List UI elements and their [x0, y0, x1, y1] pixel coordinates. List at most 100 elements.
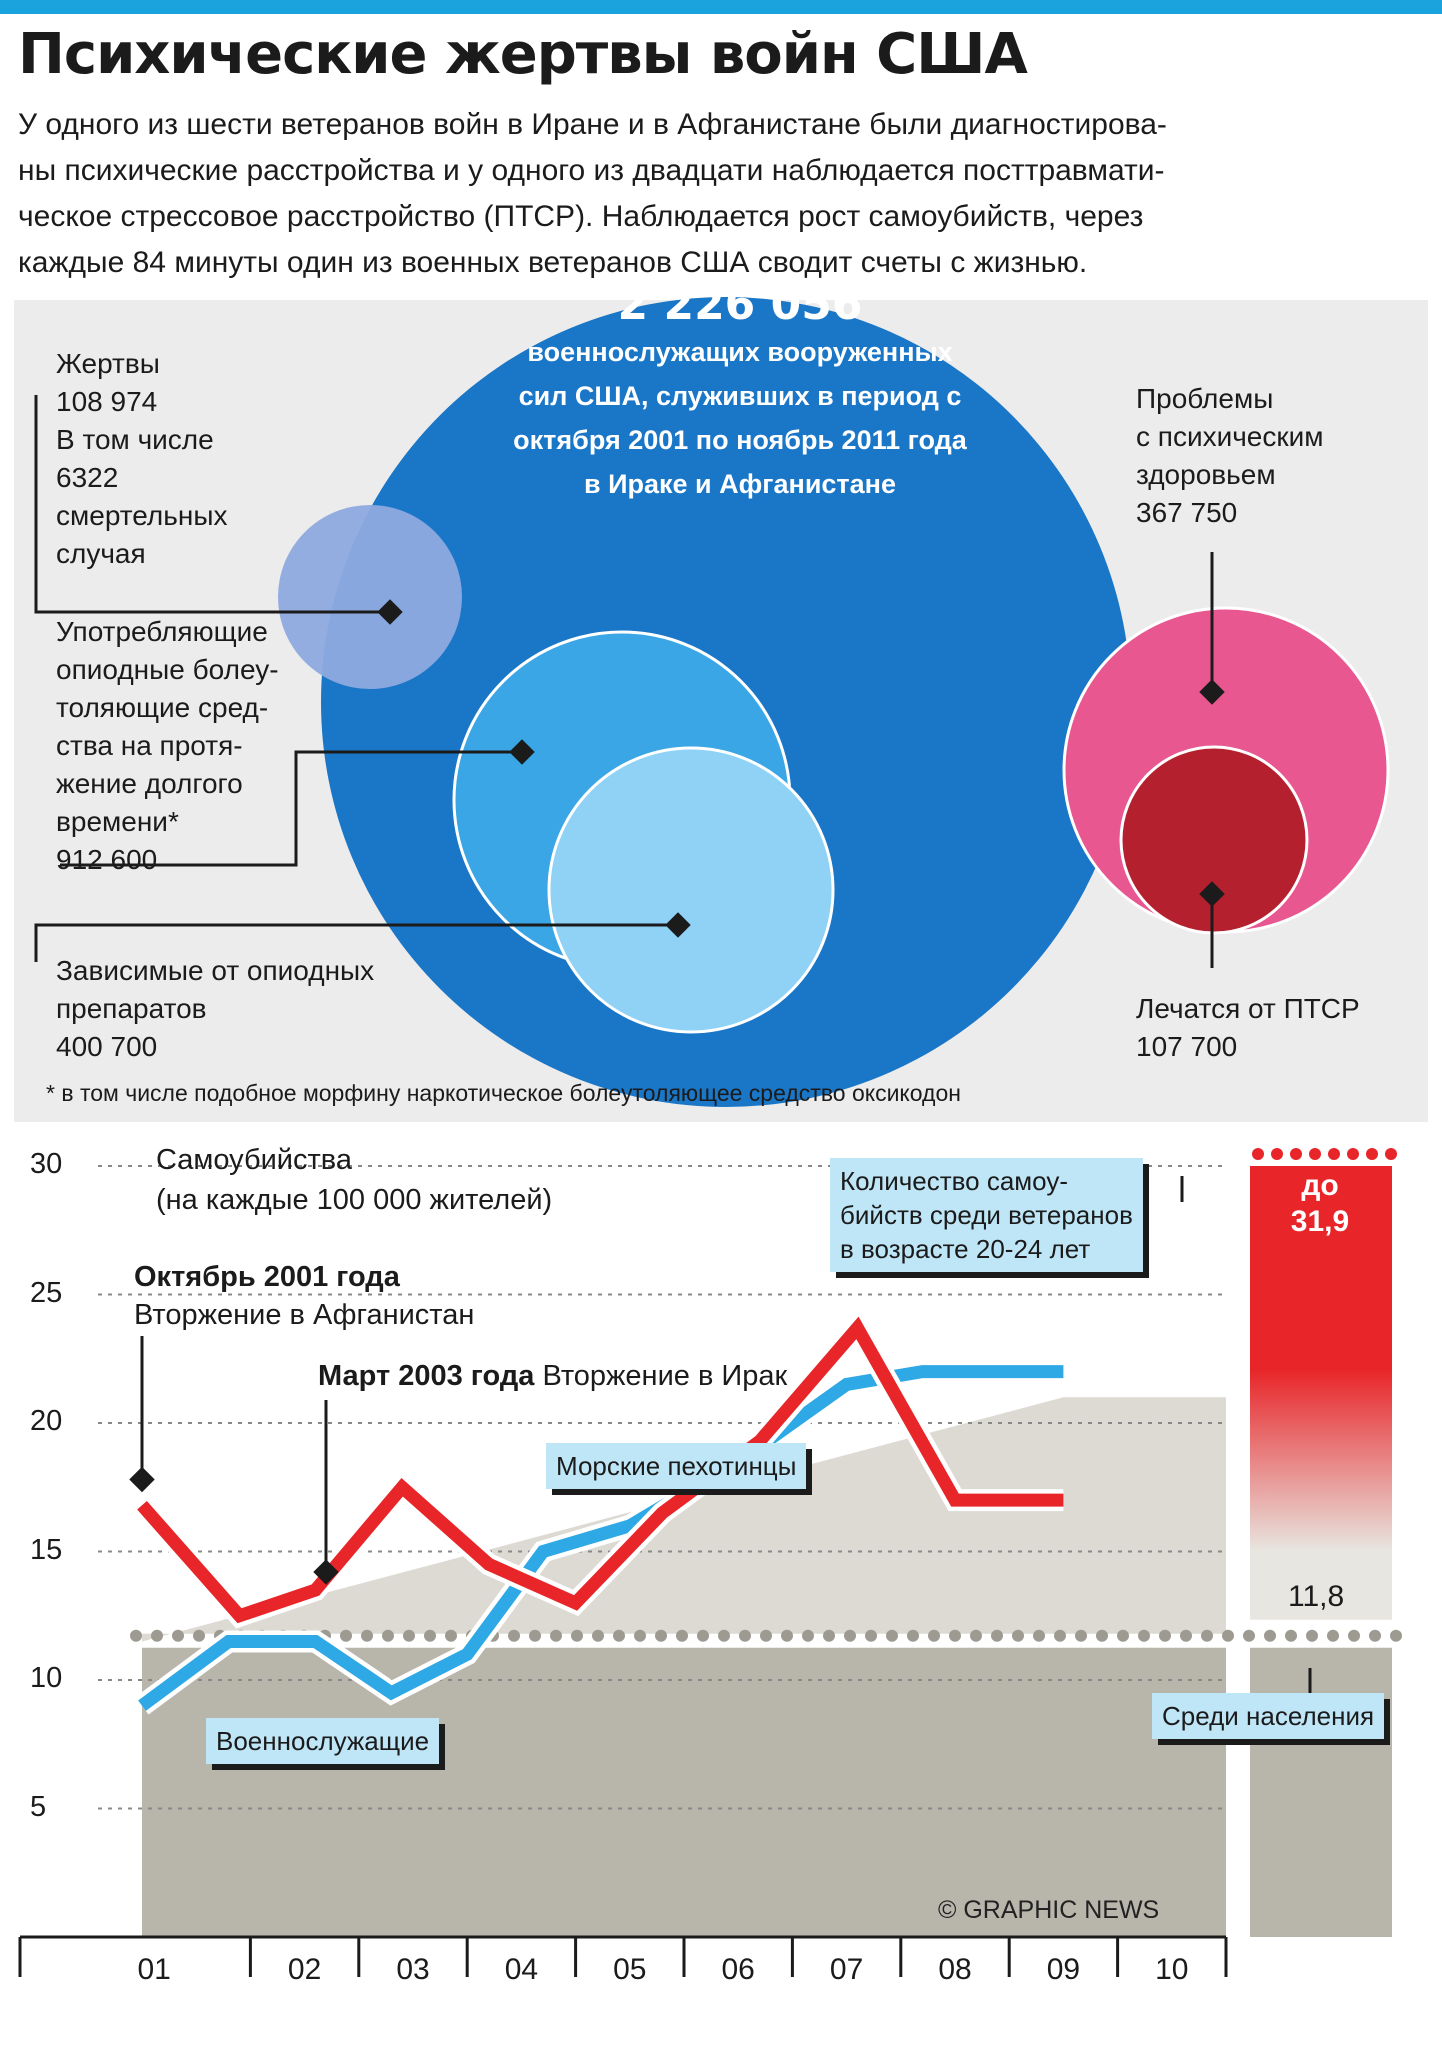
population-dot: [886, 1629, 898, 1642]
population-dot: [550, 1629, 562, 1642]
total-value: 2 226 056: [617, 279, 863, 330]
x-tick-label: 04: [504, 1953, 539, 1986]
opioid-users-line: жение долгого: [56, 768, 243, 799]
sidebar-top-label: до 31,9: [1250, 1168, 1390, 1240]
population-dot: [1012, 1629, 1024, 1642]
mental-health-line: здоровьем: [1136, 459, 1276, 490]
y-tick-label: 5: [30, 1790, 47, 1823]
intro-line: У одного из шести ветеранов войн в Иране…: [18, 108, 1167, 141]
population-dot: [655, 1629, 667, 1642]
population-dot: [991, 1629, 1003, 1642]
x-tick-label: 07: [829, 1953, 864, 1986]
sidebar-bottom-value: 11,8: [1288, 1580, 1345, 1613]
population-dot: [1096, 1629, 1108, 1642]
x-tick-label: 08: [938, 1953, 972, 1986]
credit: © GRAPHIC NEWS: [938, 1896, 1160, 1924]
leader-line-opioid-users: [60, 750, 522, 867]
sidebar-top-value: 31,9: [1290, 1205, 1350, 1238]
population-dot: [1348, 1629, 1360, 1642]
sidebar-population-bar: [1250, 1647, 1392, 1937]
x-tick-label: 01: [137, 1953, 171, 1986]
callout-veterans-line: в возрасте 20-24 лет: [840, 1234, 1091, 1264]
suicide-chart: [18, 1148, 1402, 1977]
population-dot: [1054, 1629, 1066, 1642]
population-dot: [697, 1629, 709, 1642]
callout-veterans-line: Количество самоу-: [840, 1166, 1069, 1196]
population-dot: [508, 1629, 520, 1642]
top-accent-bar: [0, 0, 1442, 14]
population-dot: [571, 1629, 583, 1642]
population-dot: [130, 1629, 142, 1642]
sidebar-top-dot: [1252, 1148, 1264, 1160]
sidebar-top-dot: [1366, 1148, 1378, 1160]
population-dot: [1369, 1629, 1381, 1642]
casualties-line: 108 974: [56, 386, 158, 417]
population-dot: [844, 1629, 856, 1642]
opioid-dependent-line: 400 700: [56, 1031, 158, 1062]
opioid-users-line: 912 600: [56, 844, 158, 875]
y-tick-label: 20: [30, 1405, 63, 1437]
population-dot: [865, 1629, 877, 1642]
population-dot: [823, 1629, 835, 1642]
casualties-line: смертельных: [56, 500, 228, 531]
mental-health-line: с психическим: [1136, 421, 1324, 452]
population-dot: [1327, 1629, 1339, 1642]
population-dot: [781, 1629, 793, 1642]
ptsd-line: 107 700: [1136, 1031, 1238, 1062]
mental-health-line: 367 750: [1136, 497, 1238, 528]
sidebar-top-dot: [1290, 1148, 1302, 1160]
casualties-line: 6322: [56, 462, 119, 493]
mental-health-label: Проблемы с психическим здоровьем 367 750: [1136, 380, 1324, 532]
population-dot: [1117, 1629, 1129, 1642]
population-dot: [1201, 1629, 1213, 1642]
population-band: [142, 1647, 1226, 1937]
total-bubble-label: 2 226 056 военнослужащих вооруженных сил…: [400, 280, 1080, 506]
leader-line-casualties: [34, 395, 390, 614]
marker-opioid-users: [509, 739, 535, 765]
sidebar-gradient-bar: [1250, 1166, 1392, 1620]
population-dot: [1033, 1629, 1045, 1642]
callout-population: Среди населения: [1152, 1693, 1385, 1739]
total-desc-line: октября 2001 по ноябрь 2011 года: [513, 425, 967, 455]
population-dot: [1222, 1629, 1234, 1642]
intro-text: У одного из шести ветеранов войн в Иране…: [18, 102, 1418, 286]
population-dot: [760, 1629, 772, 1642]
sidebar-top-prefix: до: [1301, 1169, 1339, 1202]
casualties-line: случая: [56, 538, 146, 569]
veterans-line: [137, 1316, 1064, 1624]
y-tick-label: 30: [30, 1148, 63, 1180]
intro-line: ческое стрессовое расстройство (ПТСР). Н…: [18, 200, 1144, 233]
annotation-afghanistan-text: Вторжение в Афганистан: [134, 1299, 475, 1331]
leader-line-opioid-dependent: [34, 923, 678, 962]
total-desc-line: военнослужащих вооруженных: [527, 337, 953, 367]
opioid-users-line: толяющие сред-: [56, 692, 269, 723]
footnote: * в том числе подобное морфину наркотиче…: [46, 1080, 961, 1106]
annotation-iraq-text: Вторжение в Ирак: [542, 1360, 788, 1392]
total-desc-line: сил США, служивших в период с: [518, 381, 962, 411]
sidebar-top-dots: [1252, 1148, 1397, 1160]
chart-subtitle: (на каждые 100 000 жителей): [156, 1184, 553, 1216]
total-description: военнослужащих вооруженных сил США, служ…: [400, 330, 1080, 506]
population-dotted-line: [130, 1629, 1402, 1642]
opioid-dependent-label: Зависимые от опиодных препаратов 400 700: [56, 952, 374, 1066]
ptsd-bubble: [1119, 745, 1309, 935]
x-tick-label: 03: [396, 1953, 430, 1986]
opioid-users-label: Употребляющие опиодные болеу- толяющие с…: [56, 613, 279, 879]
casualties-label: Жертвы 108 974 В том числе 6322 смертель…: [56, 345, 227, 573]
intro-line: ны психические расстройства и у одного и…: [18, 154, 1165, 187]
population-dot: [529, 1629, 541, 1642]
x-tick-label: 02: [287, 1953, 322, 1986]
population-dot: [382, 1629, 394, 1642]
marker-iraq: [313, 1559, 339, 1585]
x-tick-label: 10: [1155, 1953, 1189, 1986]
intro-line: каждые 84 минуты один из военных ветеран…: [18, 246, 1088, 279]
marker-casualties: [377, 599, 403, 625]
y-tick-label: 15: [30, 1533, 63, 1566]
population-dot: [1243, 1629, 1255, 1642]
population-dot: [151, 1629, 163, 1642]
population-dot: [949, 1629, 961, 1642]
ptsd-line: Лечатся от ПТСР: [1136, 993, 1360, 1024]
population-dot: [718, 1629, 730, 1642]
population-dot: [445, 1629, 457, 1642]
annotation-iraq-date: Март 2003 года: [318, 1360, 535, 1392]
